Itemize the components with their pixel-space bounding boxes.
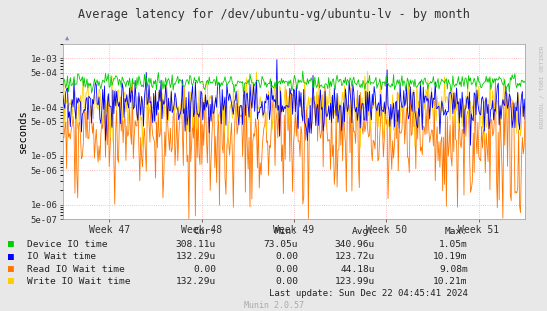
Text: 340.96u: 340.96u — [334, 240, 375, 248]
Text: 0.00: 0.00 — [275, 277, 298, 286]
Text: ▲: ▲ — [65, 36, 69, 42]
Text: 73.05u: 73.05u — [264, 240, 298, 248]
Text: ■: ■ — [8, 239, 14, 249]
Text: 9.08m: 9.08m — [439, 265, 468, 273]
Text: 123.72u: 123.72u — [334, 252, 375, 261]
Text: Write IO Wait time: Write IO Wait time — [27, 277, 131, 286]
Text: Average latency for /dev/ubuntu-vg/ubuntu-lv - by month: Average latency for /dev/ubuntu-vg/ubunt… — [78, 8, 469, 21]
Text: 132.29u: 132.29u — [176, 252, 216, 261]
Text: ■: ■ — [8, 264, 14, 274]
Text: 0.00: 0.00 — [275, 252, 298, 261]
Text: 123.99u: 123.99u — [334, 277, 375, 286]
Text: 308.11u: 308.11u — [176, 240, 216, 248]
Text: 0.00: 0.00 — [193, 265, 216, 273]
Text: Max:: Max: — [445, 227, 468, 236]
Text: Min:: Min: — [275, 227, 298, 236]
Text: Last update: Sun Dec 22 04:45:41 2024: Last update: Sun Dec 22 04:45:41 2024 — [269, 290, 468, 298]
Text: 0.00: 0.00 — [275, 265, 298, 273]
Text: 44.18u: 44.18u — [340, 265, 375, 273]
Text: 10.21m: 10.21m — [433, 277, 468, 286]
Text: Avg:: Avg: — [352, 227, 375, 236]
Text: IO Wait time: IO Wait time — [27, 252, 96, 261]
Text: Device IO time: Device IO time — [27, 240, 108, 248]
Y-axis label: seconds: seconds — [18, 109, 28, 153]
Text: Read IO Wait time: Read IO Wait time — [27, 265, 125, 273]
Text: Munin 2.0.57: Munin 2.0.57 — [243, 301, 304, 310]
Text: RRDTOOL / TOBI OETIKER: RRDTOOL / TOBI OETIKER — [539, 46, 544, 128]
Text: ■: ■ — [8, 276, 14, 286]
Text: ■: ■ — [8, 252, 14, 262]
Text: Cur:: Cur: — [193, 227, 216, 236]
Text: 132.29u: 132.29u — [176, 277, 216, 286]
Text: 10.19m: 10.19m — [433, 252, 468, 261]
Text: 1.05m: 1.05m — [439, 240, 468, 248]
